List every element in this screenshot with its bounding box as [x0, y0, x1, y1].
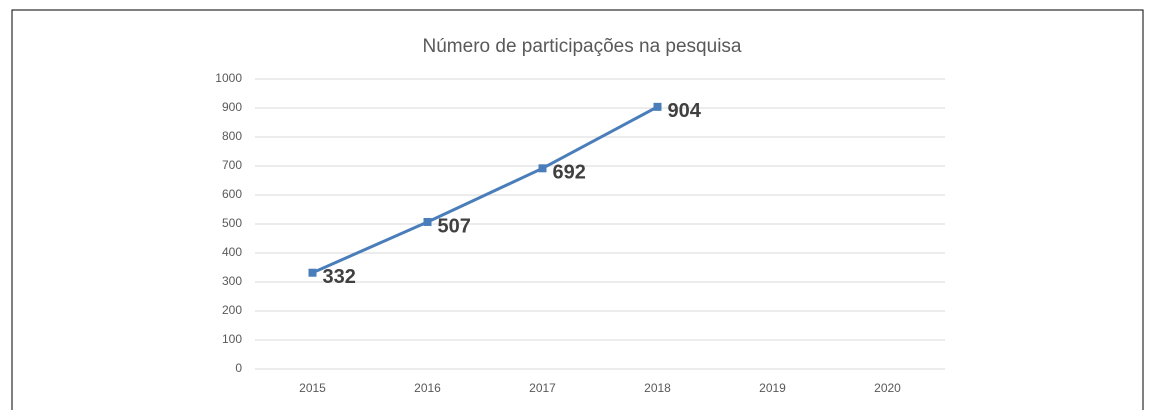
y-tick-label: 800: [222, 129, 242, 143]
line: [311, 105, 659, 275]
y-tick-label: 200: [222, 303, 242, 317]
x-tick-label: 2019: [759, 381, 786, 395]
y-tick-label: 500: [222, 216, 242, 230]
y-tick-label: 900: [222, 100, 242, 114]
y-tick-label: 0: [235, 361, 242, 375]
y-tick-label: 300: [222, 274, 242, 288]
y-tick-label: 1000: [215, 71, 242, 85]
marker: [538, 164, 547, 173]
y-tick-label: 600: [222, 187, 242, 201]
y-tick-label: 700: [222, 158, 242, 172]
marker: [423, 217, 432, 226]
x-tick-label: 2016: [414, 381, 441, 395]
data-label: 904: [668, 100, 702, 122]
data-label: 332: [323, 266, 356, 288]
chart-title: Número de participações na pesquisa: [423, 36, 742, 57]
x-tick-label: 2020: [874, 381, 901, 395]
data-label: 507: [438, 215, 471, 237]
x-tick-label: 2017: [529, 381, 556, 395]
marker: [308, 268, 317, 277]
y-tick-label: 400: [222, 245, 242, 259]
x-tick-label: 2015: [299, 381, 326, 395]
y-tick-label: 100: [222, 332, 242, 346]
marker: [653, 102, 662, 111]
data-label: 692: [553, 162, 586, 184]
x-tick-label: 2018: [644, 381, 671, 395]
frame: [11, 9, 1144, 410]
